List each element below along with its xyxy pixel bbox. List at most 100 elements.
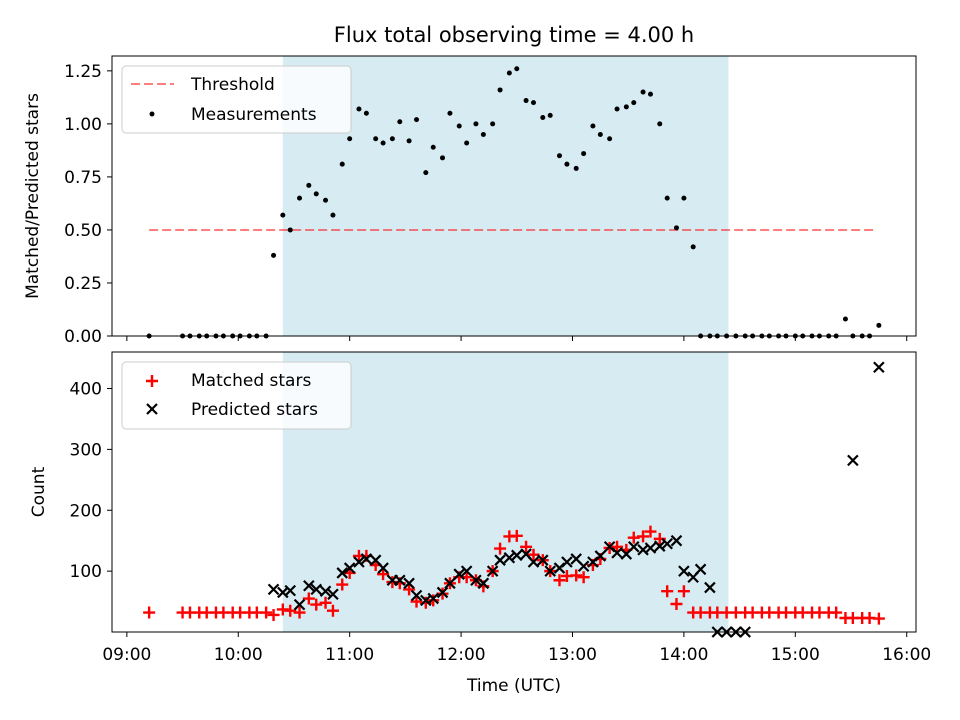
matched-star-point	[336, 578, 349, 591]
measurement-point	[323, 197, 329, 203]
matched-star-point	[520, 540, 533, 553]
measurement-point	[607, 136, 613, 142]
bottom-axes-frame	[111, 351, 917, 633]
predicted-star-point	[336, 567, 349, 579]
predicted-star-point	[704, 581, 716, 594]
measurement-point	[480, 131, 486, 137]
predicted-star-point	[327, 588, 339, 601]
top-y-tick-label: 0.25	[64, 274, 102, 294]
matched-star-point	[260, 606, 273, 619]
x-tick-label: 14:00	[659, 645, 708, 665]
matched-star-point	[143, 606, 156, 619]
predicted-star-point	[477, 577, 490, 590]
top-y-axis-label: Matched/Predicted stars	[23, 93, 43, 299]
bottom-y-axis-label: Count	[29, 466, 49, 517]
measurement-point	[287, 227, 293, 233]
predicted-star-point	[644, 542, 657, 554]
predicted-star-point	[503, 551, 516, 564]
measurement-point	[271, 252, 277, 258]
measurement-point	[540, 115, 546, 121]
measurement-point	[356, 106, 362, 112]
measurement-point	[681, 195, 687, 201]
measurement-point	[473, 121, 479, 127]
predicted-star-point	[627, 541, 640, 553]
x-tick-label: 15:00	[771, 645, 820, 665]
top-panel: 0.00 0.25 0.50 0.75 1.00 1.25 Matched/Predict…	[23, 55, 917, 347]
matched-star-point	[677, 585, 690, 598]
measurement-point	[631, 100, 637, 106]
top-y-tick-label: 0.50	[64, 221, 102, 241]
bottom-y-tick-label: 200	[70, 501, 102, 521]
matched-star-point	[386, 576, 399, 589]
predicted-star-point	[494, 554, 506, 566]
predicted-legend-swatch	[146, 403, 158, 415]
predicted-star-point	[611, 547, 623, 559]
x-tick-label: 16:00	[882, 645, 931, 665]
predicted-star-point	[486, 565, 499, 577]
predicted-star-point	[653, 540, 666, 552]
matched-star-point	[830, 606, 843, 619]
predicted-star-point	[594, 550, 607, 562]
top-y-tick-label: 0.75	[64, 168, 102, 188]
matched-star-point	[410, 595, 423, 608]
top-y-tick-label: 0.00	[64, 327, 102, 347]
measurement-point	[664, 195, 670, 201]
measurement-point	[456, 123, 462, 129]
matched-legend-label: Matched stars	[191, 371, 311, 391]
measurement-point	[306, 182, 312, 188]
measurement-point	[363, 110, 369, 116]
observing-interval-shade	[282, 56, 729, 336]
predicted-star-point	[310, 583, 323, 596]
chart-title: Flux total observing time = 4.00 h	[334, 23, 694, 47]
measurement-point	[506, 70, 512, 76]
x-tick-label: 13:00	[548, 645, 597, 665]
measurement-point	[523, 98, 529, 104]
measurement-point	[490, 121, 496, 127]
predicted-star-point	[873, 361, 885, 373]
measurement-point	[414, 117, 420, 123]
predicted-star-point	[319, 585, 332, 597]
matched-star-point	[284, 604, 297, 617]
measurement-point	[657, 121, 663, 127]
matched-star-point	[577, 571, 590, 584]
measurement-point	[330, 212, 336, 218]
bottom-y-tick-label: 100	[70, 562, 102, 582]
predicted-star-point	[267, 583, 280, 596]
x-tick-label: 10:00	[214, 645, 263, 665]
predicted-star-point	[410, 589, 423, 602]
matched-star-point	[637, 530, 650, 543]
top-legend: Threshold Measurements	[121, 65, 352, 134]
matched-star-point	[319, 596, 332, 609]
x-tick-label: 11:00	[325, 645, 374, 665]
measurement-point	[440, 155, 446, 161]
predicted-star-point	[694, 563, 707, 576]
measurement-point	[547, 112, 553, 118]
bottom-panel: 100 200 300 400 09:00 10:00 11:00 12:00 13:00 14…	[29, 351, 931, 696]
predicted-star-point	[377, 562, 389, 574]
measurement-point	[673, 225, 679, 231]
predicted-star-point	[444, 577, 456, 590]
predicted-star-point	[544, 565, 556, 577]
matched-star-point	[377, 568, 390, 581]
measurement-point	[530, 100, 536, 106]
measurement-point	[690, 244, 696, 250]
measurement-point	[564, 161, 570, 167]
x-tick-label: 09:00	[102, 645, 151, 665]
measurement-point	[842, 316, 848, 322]
predicted-star-point	[394, 574, 406, 587]
matched-star-point	[553, 574, 566, 587]
measurement-point	[389, 136, 395, 142]
measurement-point	[373, 136, 379, 142]
bottom-legend: Matched stars Predicted stars	[121, 361, 352, 430]
threshold-legend-label: Threshold	[190, 75, 275, 95]
measurement-point	[406, 138, 412, 144]
predicted-star-point	[427, 592, 440, 605]
bottom-y-tick-label: 300	[70, 440, 102, 460]
matched-star-point	[570, 569, 583, 582]
matched-star-point	[310, 598, 323, 611]
measurement-point	[430, 144, 436, 150]
observing-interval-shade	[282, 352, 729, 632]
matched-star-point	[670, 598, 683, 610]
measurement-point	[347, 136, 353, 142]
matched-legend-swatch	[146, 375, 158, 387]
